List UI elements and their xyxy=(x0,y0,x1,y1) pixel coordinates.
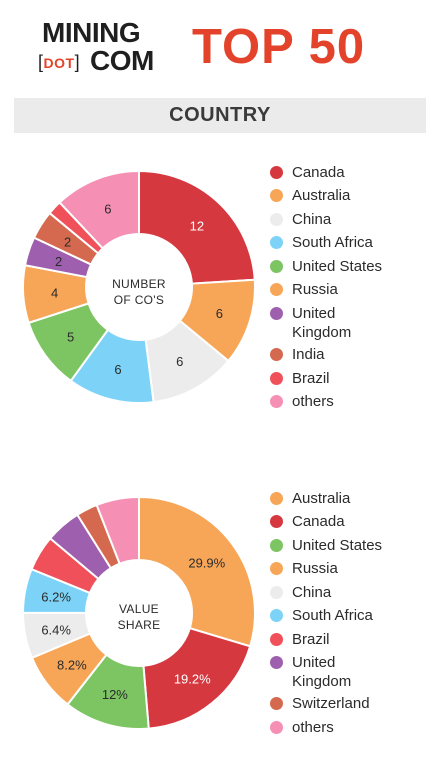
legend-swatch xyxy=(270,348,283,361)
chart-2-legend-item-united-states: United States xyxy=(270,536,412,555)
chart-2-legend-item-others: others xyxy=(270,718,412,737)
legend-swatch xyxy=(270,539,283,552)
legend-label: Canada xyxy=(292,513,345,530)
legend-swatch xyxy=(270,562,283,575)
chart-1-value-label-russia: 6 xyxy=(216,306,223,321)
chart-2-value-label-russia: 8.2% xyxy=(57,657,87,672)
legend-swatch xyxy=(270,166,283,179)
legend-label: Brazil xyxy=(292,631,330,648)
page-title: TOP 50 xyxy=(192,20,366,74)
legend-swatch xyxy=(270,515,283,528)
chart-1-legend-item-australia: Australia xyxy=(270,186,412,205)
chart-2-slice-canada xyxy=(142,626,252,730)
legend-swatch xyxy=(270,189,283,202)
legend-swatch xyxy=(270,307,283,320)
legend-label: China xyxy=(292,211,332,228)
chart-1-value-label-south-africa: 6 xyxy=(114,362,121,377)
chart-2-legend-item-switzerland: Switzerland xyxy=(270,694,412,713)
legend-label: South Africa xyxy=(292,234,373,251)
legend-swatch xyxy=(270,586,283,599)
chart-2-legend-item-canada: Canada xyxy=(270,512,412,531)
legend-label: Brazil xyxy=(292,370,330,387)
chart-1-value-label-united-states: 5 xyxy=(67,330,74,345)
chart-2-slice-others xyxy=(95,495,140,565)
legend-swatch xyxy=(270,283,283,296)
chart-1-legend-item-others: others xyxy=(270,392,412,411)
legend-label: Australia xyxy=(292,490,351,507)
chart-1-center-label: NUMBER OF CO'S xyxy=(89,276,189,308)
chart-1-center-line-2: OF CO'S xyxy=(113,293,165,307)
chart-2-center-label: VALUE SHARE xyxy=(89,601,189,633)
legend-swatch xyxy=(270,609,283,622)
chart-2-value-label-united-states: 12% xyxy=(102,687,128,702)
legend-swatch xyxy=(270,633,283,646)
chart-1-value-label-australia: 4 xyxy=(51,285,58,300)
chart-1-legend-item-brazil: Brazil xyxy=(270,369,412,388)
section-header: COUNTRY xyxy=(14,98,426,133)
chart-1-legend-item-canada: Canada xyxy=(270,163,412,182)
chart-2-value-label-china: 6.4% xyxy=(41,623,71,638)
chart-2-legend-item-united-kingdom: United Kingdom xyxy=(270,653,372,691)
chart-2-value-label-south-africa: 6.2% xyxy=(41,590,71,605)
chart-2-slice-australia xyxy=(138,495,256,648)
section-title: COUNTRY xyxy=(169,104,271,126)
mining-dot-com-logo: MINING [DOT] COM xyxy=(38,18,173,78)
legend-swatch xyxy=(270,236,283,249)
chart-2-center-line-2: SHARE xyxy=(117,618,161,632)
legend-label: United States xyxy=(292,258,383,275)
chart-2-value-label-canada: 19.2% xyxy=(174,672,211,687)
legend-swatch xyxy=(270,697,283,710)
legend-label: Russia xyxy=(292,560,338,577)
chart-2-legend-item-south-africa: South Africa xyxy=(270,606,412,625)
chart-1-value-label-united-kingdom: 2 xyxy=(55,254,62,269)
legend-swatch xyxy=(270,492,283,505)
chart-2-legend-item-brazil: Brazil xyxy=(270,630,412,649)
chart-1-slice-canada xyxy=(138,169,256,285)
legend-label: Switzerland xyxy=(292,695,370,712)
legend-swatch xyxy=(270,372,283,385)
chart-1-slice-others xyxy=(58,169,140,250)
chart-2-center-line-1: VALUE xyxy=(119,602,159,616)
legend-label: United Kingdom xyxy=(292,654,352,690)
legend-swatch xyxy=(270,721,283,734)
logo-text-mining: MINING xyxy=(42,17,141,48)
legend-swatch xyxy=(270,260,283,273)
legend-label: India xyxy=(292,346,325,363)
chart-2-legend-item-russia: Russia xyxy=(270,559,412,578)
chart-2-legend-item-australia: Australia xyxy=(270,489,412,508)
chart-1-legend-item-united-states: United States xyxy=(270,257,412,276)
logo-text-dot: DOT xyxy=(43,55,75,71)
chart-1-legend-item-india: India xyxy=(270,345,412,364)
chart-1-value-label-others: 6 xyxy=(104,201,111,216)
legend-label: Australia xyxy=(292,187,351,204)
logo-text-com: COM xyxy=(90,45,154,76)
legend-label: others xyxy=(292,719,334,736)
legend-label: United States xyxy=(292,537,383,554)
legend-label: Canada xyxy=(292,164,345,181)
chart-1-value-label-china: 6 xyxy=(176,354,183,369)
legend-swatch xyxy=(270,395,283,408)
chart-2-value-label-australia: 29.9% xyxy=(188,556,225,571)
legend-label: others xyxy=(292,393,334,410)
logo-dot: [DOT] xyxy=(38,52,81,72)
chart-1-value-label-canada: 12 xyxy=(190,218,204,233)
chart-1-center-line-1: NUMBER xyxy=(112,277,166,291)
legend-label: South Africa xyxy=(292,607,373,624)
chart-1-legend-item-china: China xyxy=(270,210,412,229)
legend-swatch xyxy=(270,213,283,226)
legend-label: United Kingdom xyxy=(292,305,352,341)
chart-1-legend-item-russia: Russia xyxy=(270,280,412,299)
chart-1-legend-item-south-africa: South Africa xyxy=(270,233,412,252)
legend-label: Russia xyxy=(292,281,338,298)
chart-1-legend-item-united-kingdom: United Kingdom xyxy=(270,304,372,342)
legend-swatch xyxy=(270,656,283,669)
legend-label: China xyxy=(292,584,332,601)
chart-2-legend-item-china: China xyxy=(270,583,412,602)
chart-1-value-label-india: 2 xyxy=(64,235,71,250)
